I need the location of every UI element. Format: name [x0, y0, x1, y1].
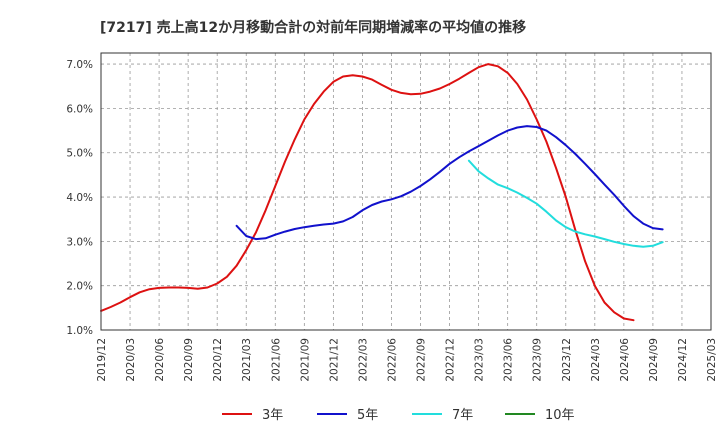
x-tick-label: 2023/03: [474, 338, 486, 382]
x-tick-label: 2021/12: [328, 338, 340, 382]
series-line-5年: [235, 125, 664, 241]
x-tick-label: 2021/03: [241, 338, 253, 382]
legend-label: 10年: [545, 408, 575, 423]
x-tick-label: 2022/06: [386, 338, 398, 382]
x-tick-label: 2022/09: [416, 338, 428, 382]
x-axis: 2019/12 2020/03 2020/06 2020/09 2020/12 2021/…: [96, 338, 718, 382]
chart-title: [7217] 売上高12か月移動合計の対前年同期増減率の平均値の推移: [100, 19, 526, 36]
x-tick-label: 2020/03: [125, 338, 137, 382]
y-tick-label: 4.0%: [66, 192, 93, 204]
x-tick-label: 2024/06: [619, 338, 631, 382]
series-lines: [100, 63, 664, 322]
legend: 3年 5年 7年 10年: [222, 408, 575, 423]
y-tick-label: 1.0%: [66, 325, 93, 337]
x-tick-label: 2020/09: [183, 338, 195, 382]
legend-label: 7年: [452, 408, 473, 423]
x-tick-label: 2020/06: [154, 338, 166, 382]
y-axis: 1.0% 2.0% 3.0% 4.0% 5.0% 6.0% 7.0%: [66, 59, 93, 337]
x-tick-label: 2019/12: [96, 338, 108, 382]
series-line-3年: [100, 63, 635, 322]
x-tick-label: 2020/12: [212, 338, 224, 382]
x-tick-label: 2024/09: [648, 338, 660, 382]
x-tick-label: 2024/12: [677, 338, 689, 382]
x-tick-label: 2022/12: [445, 338, 457, 382]
x-tick-label: 2021/09: [299, 338, 311, 382]
plot-frame: [100, 52, 712, 331]
legend-label: 5年: [357, 408, 378, 423]
x-tick-label: 2023/09: [532, 338, 544, 382]
grid: [100, 53, 712, 331]
y-tick-label: 5.0%: [66, 148, 93, 160]
y-tick-label: 7.0%: [66, 59, 93, 71]
legend-label: 3年: [262, 408, 283, 423]
x-tick-label: 2021/06: [270, 338, 282, 382]
y-tick-label: 3.0%: [66, 236, 93, 248]
x-tick-label: 2025/03: [706, 338, 718, 382]
y-tick-label: 2.0%: [66, 281, 93, 293]
y-tick-label: 6.0%: [66, 103, 93, 115]
x-tick-label: 2023/12: [561, 338, 573, 382]
series-line-7年: [467, 159, 664, 248]
x-tick-label: 2023/06: [503, 338, 515, 382]
x-tick-label: 2024/03: [590, 338, 602, 382]
x-tick-label: 2022/03: [357, 338, 369, 382]
